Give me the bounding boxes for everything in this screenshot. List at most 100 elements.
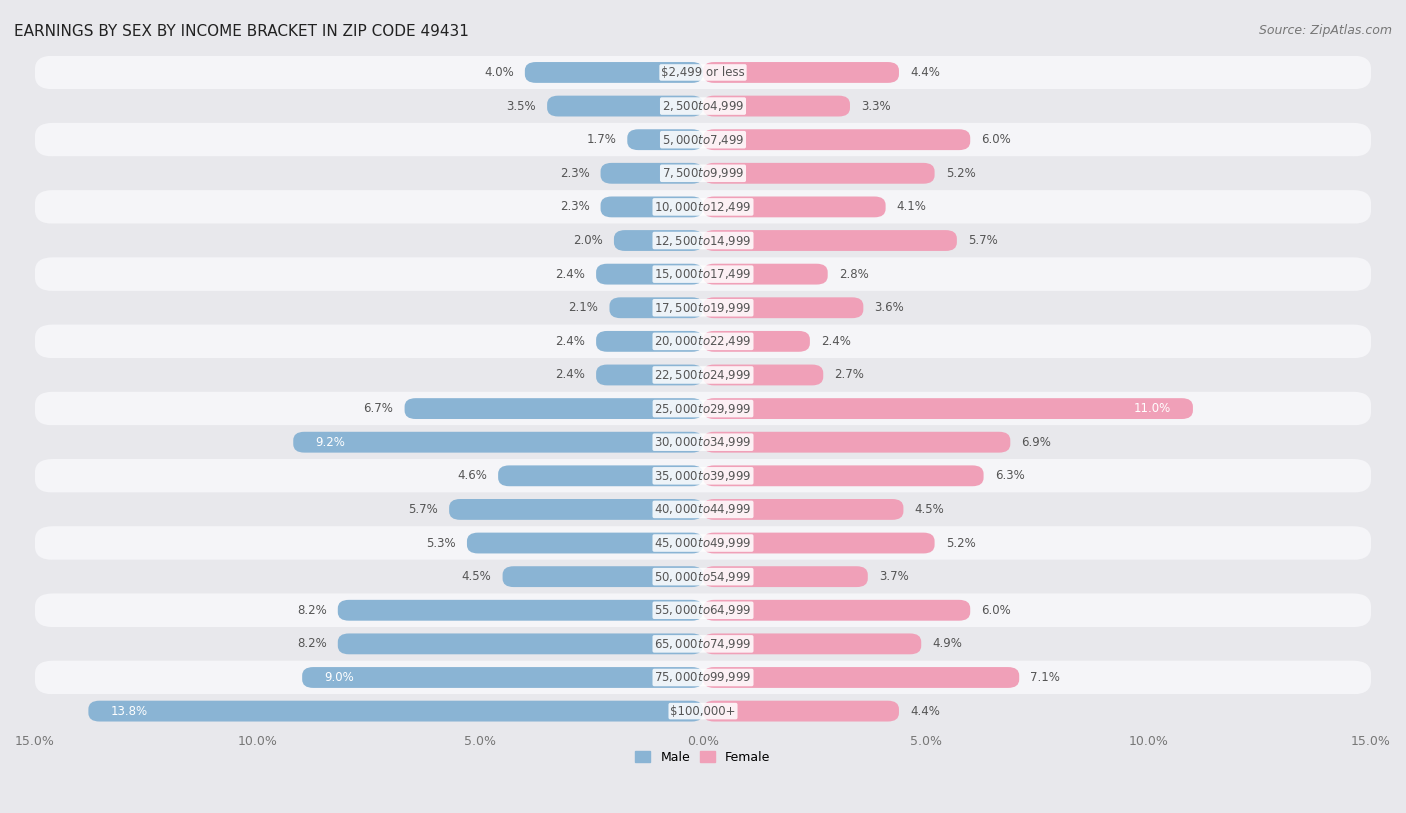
Text: 2.0%: 2.0% (574, 234, 603, 247)
Text: $35,000 to $39,999: $35,000 to $39,999 (654, 469, 752, 483)
FancyBboxPatch shape (703, 701, 898, 721)
FancyBboxPatch shape (35, 493, 1371, 526)
Text: 5.3%: 5.3% (426, 537, 456, 550)
Text: $12,500 to $14,999: $12,500 to $14,999 (654, 233, 752, 247)
Text: 2.1%: 2.1% (568, 302, 599, 315)
Text: 4.6%: 4.6% (457, 469, 486, 482)
FancyBboxPatch shape (703, 129, 970, 150)
FancyBboxPatch shape (35, 459, 1371, 493)
Text: Source: ZipAtlas.com: Source: ZipAtlas.com (1258, 24, 1392, 37)
FancyBboxPatch shape (703, 62, 898, 83)
FancyBboxPatch shape (524, 62, 703, 83)
FancyBboxPatch shape (35, 560, 1371, 593)
Text: 4.0%: 4.0% (484, 66, 513, 79)
Text: 9.0%: 9.0% (325, 671, 354, 684)
Text: $2,500 to $4,999: $2,500 to $4,999 (662, 99, 744, 113)
FancyBboxPatch shape (703, 197, 886, 217)
Text: 4.4%: 4.4% (910, 705, 941, 718)
FancyBboxPatch shape (35, 661, 1371, 694)
Text: $55,000 to $64,999: $55,000 to $64,999 (654, 603, 752, 617)
Text: 6.9%: 6.9% (1021, 436, 1052, 449)
FancyBboxPatch shape (627, 129, 703, 150)
Text: $20,000 to $22,499: $20,000 to $22,499 (654, 334, 752, 348)
FancyBboxPatch shape (703, 432, 1011, 453)
Text: $10,000 to $12,499: $10,000 to $12,499 (654, 200, 752, 214)
FancyBboxPatch shape (703, 600, 970, 620)
FancyBboxPatch shape (35, 89, 1371, 123)
Text: $5,000 to $7,499: $5,000 to $7,499 (662, 133, 744, 146)
FancyBboxPatch shape (703, 465, 984, 486)
FancyBboxPatch shape (35, 359, 1371, 392)
Text: 4.4%: 4.4% (910, 66, 941, 79)
FancyBboxPatch shape (467, 533, 703, 554)
FancyBboxPatch shape (35, 425, 1371, 459)
FancyBboxPatch shape (35, 123, 1371, 156)
Text: 4.5%: 4.5% (461, 570, 492, 583)
FancyBboxPatch shape (703, 364, 824, 385)
FancyBboxPatch shape (614, 230, 703, 251)
Text: 6.3%: 6.3% (994, 469, 1025, 482)
FancyBboxPatch shape (35, 258, 1371, 291)
Text: 2.7%: 2.7% (834, 368, 865, 381)
FancyBboxPatch shape (596, 331, 703, 352)
FancyBboxPatch shape (35, 593, 1371, 627)
FancyBboxPatch shape (596, 364, 703, 385)
FancyBboxPatch shape (498, 465, 703, 486)
FancyBboxPatch shape (703, 566, 868, 587)
FancyBboxPatch shape (302, 667, 703, 688)
Text: 5.7%: 5.7% (408, 503, 439, 516)
Text: 5.2%: 5.2% (946, 167, 976, 180)
Text: $2,499 or less: $2,499 or less (661, 66, 745, 79)
FancyBboxPatch shape (35, 224, 1371, 258)
Text: 3.7%: 3.7% (879, 570, 908, 583)
Legend: Male, Female: Male, Female (630, 746, 776, 769)
FancyBboxPatch shape (600, 197, 703, 217)
Text: 2.4%: 2.4% (555, 267, 585, 280)
FancyBboxPatch shape (703, 230, 957, 251)
Text: $15,000 to $17,499: $15,000 to $17,499 (654, 267, 752, 281)
Text: $30,000 to $34,999: $30,000 to $34,999 (654, 435, 752, 450)
Text: 2.4%: 2.4% (555, 368, 585, 381)
Text: 3.3%: 3.3% (860, 99, 891, 112)
FancyBboxPatch shape (35, 291, 1371, 324)
Text: 6.7%: 6.7% (364, 402, 394, 415)
Text: $65,000 to $74,999: $65,000 to $74,999 (654, 637, 752, 651)
FancyBboxPatch shape (35, 190, 1371, 224)
FancyBboxPatch shape (596, 263, 703, 285)
Text: 3.5%: 3.5% (506, 99, 536, 112)
FancyBboxPatch shape (703, 398, 1192, 419)
FancyBboxPatch shape (35, 392, 1371, 425)
Text: 2.8%: 2.8% (839, 267, 869, 280)
Text: 1.7%: 1.7% (586, 133, 616, 146)
FancyBboxPatch shape (294, 432, 703, 453)
FancyBboxPatch shape (337, 633, 703, 654)
FancyBboxPatch shape (35, 526, 1371, 560)
Text: 9.2%: 9.2% (315, 436, 346, 449)
Text: EARNINGS BY SEX BY INCOME BRACKET IN ZIP CODE 49431: EARNINGS BY SEX BY INCOME BRACKET IN ZIP… (14, 24, 470, 39)
FancyBboxPatch shape (502, 566, 703, 587)
FancyBboxPatch shape (449, 499, 703, 520)
FancyBboxPatch shape (703, 533, 935, 554)
Text: 4.9%: 4.9% (932, 637, 962, 650)
Text: 2.4%: 2.4% (821, 335, 851, 348)
Text: $40,000 to $44,999: $40,000 to $44,999 (654, 502, 752, 516)
Text: $22,500 to $24,999: $22,500 to $24,999 (654, 368, 752, 382)
Text: $75,000 to $99,999: $75,000 to $99,999 (654, 671, 752, 685)
Text: 8.2%: 8.2% (297, 637, 326, 650)
FancyBboxPatch shape (703, 499, 904, 520)
Text: $50,000 to $54,999: $50,000 to $54,999 (654, 570, 752, 584)
Text: 13.8%: 13.8% (111, 705, 148, 718)
FancyBboxPatch shape (600, 163, 703, 184)
Text: 4.5%: 4.5% (914, 503, 945, 516)
FancyBboxPatch shape (703, 263, 828, 285)
FancyBboxPatch shape (405, 398, 703, 419)
FancyBboxPatch shape (35, 627, 1371, 661)
FancyBboxPatch shape (609, 298, 703, 318)
FancyBboxPatch shape (703, 96, 851, 116)
FancyBboxPatch shape (89, 701, 703, 721)
FancyBboxPatch shape (35, 55, 1371, 89)
Text: 8.2%: 8.2% (297, 604, 326, 617)
Text: 11.0%: 11.0% (1133, 402, 1171, 415)
Text: $25,000 to $29,999: $25,000 to $29,999 (654, 402, 752, 415)
Text: 4.1%: 4.1% (897, 201, 927, 213)
